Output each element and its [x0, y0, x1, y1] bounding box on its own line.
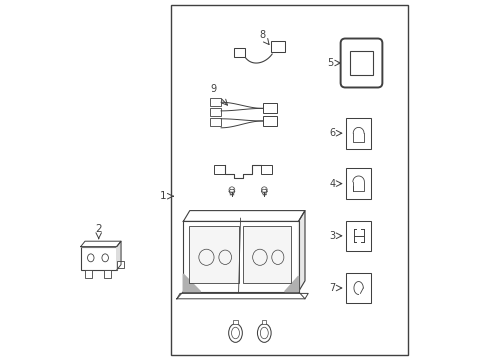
Bar — [81, 247, 117, 270]
FancyBboxPatch shape — [340, 39, 382, 87]
Text: 8: 8 — [259, 30, 265, 40]
Bar — [349, 51, 372, 75]
Bar — [210, 118, 221, 126]
Bar — [262, 116, 276, 126]
Bar — [346, 220, 370, 251]
Bar — [346, 273, 370, 303]
Bar — [170, 5, 407, 355]
Polygon shape — [117, 241, 121, 270]
Bar — [346, 168, 370, 199]
Bar — [210, 108, 221, 116]
Bar — [104, 270, 111, 278]
Polygon shape — [183, 274, 200, 292]
Text: 9: 9 — [210, 84, 216, 94]
Bar — [233, 48, 244, 57]
Text: 7: 7 — [328, 283, 335, 293]
Bar — [262, 320, 266, 324]
Bar — [233, 320, 237, 324]
Text: 6: 6 — [329, 128, 335, 138]
Polygon shape — [177, 293, 307, 299]
Bar — [188, 226, 239, 283]
Polygon shape — [284, 276, 298, 292]
Bar — [85, 270, 92, 278]
Bar — [262, 103, 276, 113]
Text: 4: 4 — [329, 179, 335, 189]
Polygon shape — [298, 211, 305, 292]
Bar — [346, 118, 370, 149]
Text: 3: 3 — [329, 231, 335, 241]
Text: 2: 2 — [95, 224, 102, 234]
Polygon shape — [183, 221, 298, 292]
Bar — [243, 226, 291, 283]
Text: 1: 1 — [159, 191, 166, 201]
Bar — [213, 165, 224, 174]
Text: 5: 5 — [326, 58, 333, 68]
Bar — [260, 165, 271, 174]
Bar — [271, 41, 285, 52]
Polygon shape — [183, 211, 305, 221]
Bar — [210, 98, 221, 106]
Polygon shape — [81, 241, 121, 247]
Bar — [117, 261, 123, 268]
